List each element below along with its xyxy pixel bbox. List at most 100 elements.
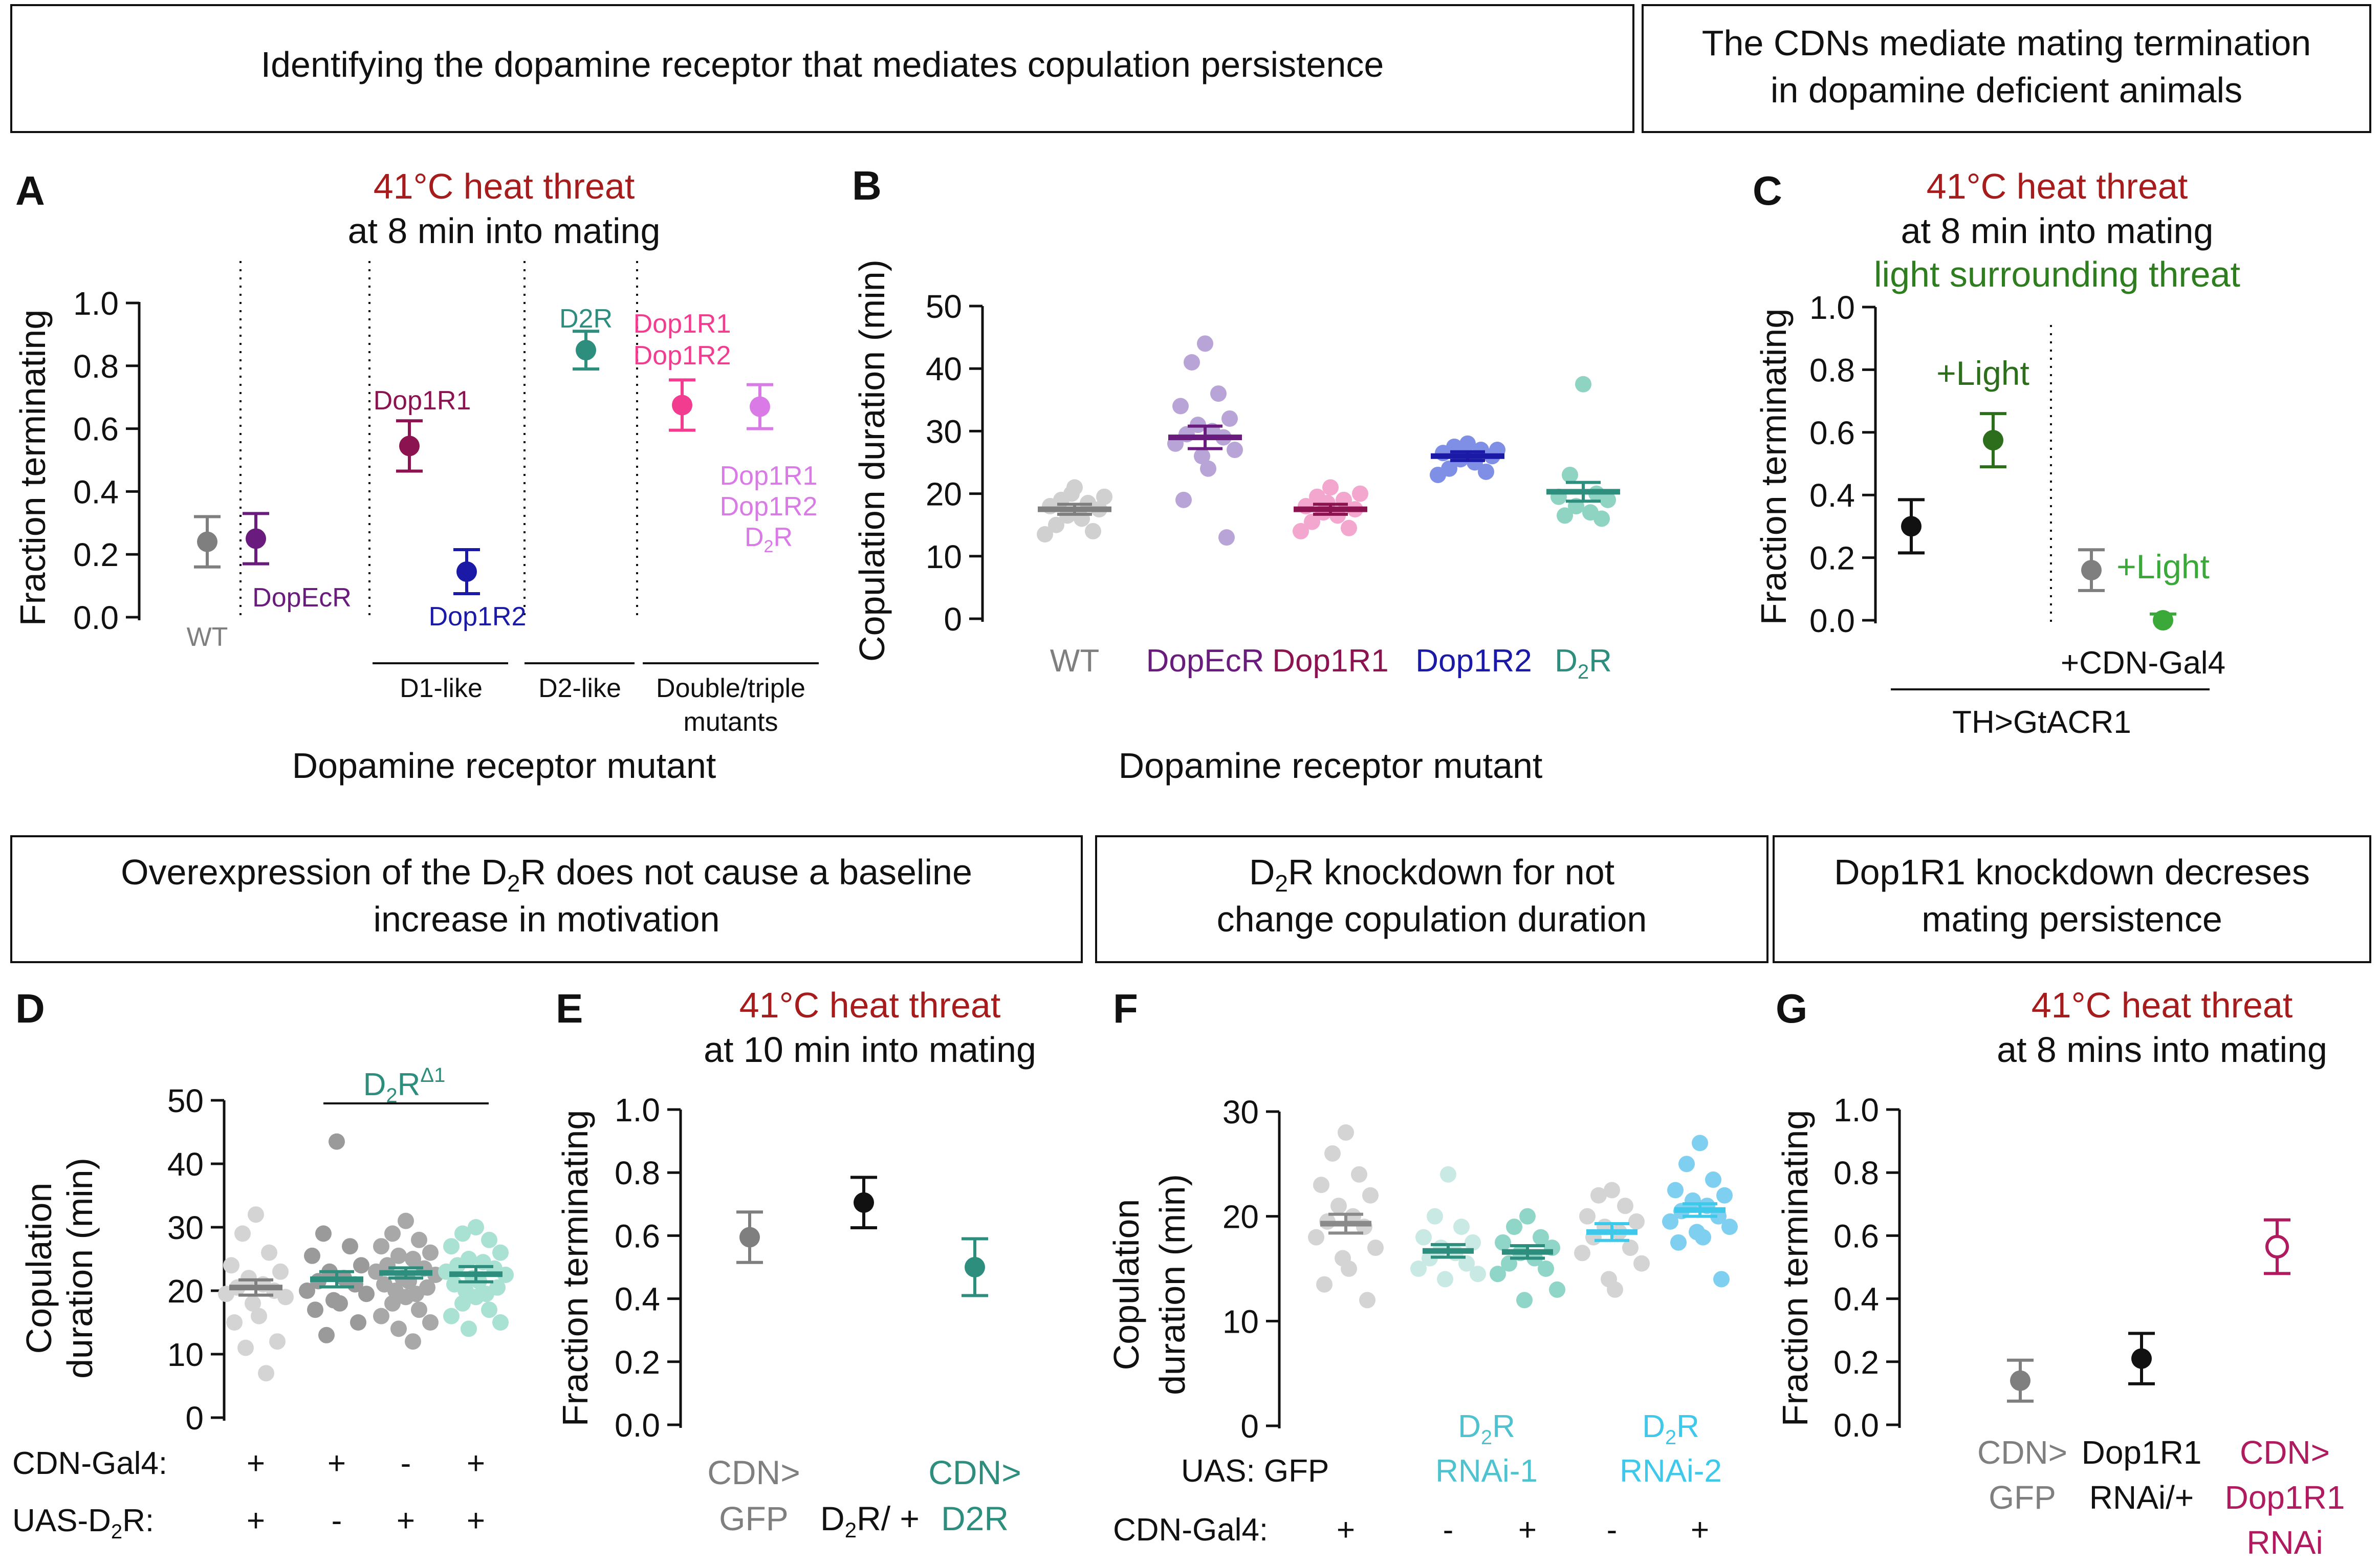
panel-f-col-2-dot-9 [1490, 1266, 1506, 1283]
panel-b-col-1-dot-1 [1184, 354, 1200, 371]
panel-d-col-0-dot-4 [272, 1263, 289, 1280]
panel-d-ylabel-line1: Copulation [19, 1183, 59, 1354]
panel-d-col-0-dot-11 [245, 1295, 261, 1312]
panel-d-ticks: 0 10 20 30 40 50 [167, 1082, 224, 1437]
panel-d-tick-label-5: 50 [167, 1082, 204, 1119]
panel-d-col-2-dot-4 [422, 1244, 439, 1261]
panel-d-row2-cell-3: + [467, 1503, 485, 1538]
panel-d-row2-label: UAS-D2R: [12, 1503, 154, 1543]
panel-f-col-0-dot-3 [1313, 1177, 1329, 1193]
panel-b-label-dop1r2: Dop1R2 [1415, 643, 1532, 679]
panel-g-tick-label-1: 0.2 [1833, 1344, 1879, 1381]
header-box-d2r-knockdown [1095, 835, 1768, 963]
panel-b-tick-label-3: 30 [926, 413, 962, 450]
panel-b-tick-label-2: 20 [926, 476, 962, 513]
panel-letter-e: E [556, 986, 583, 1031]
panel-d-col-0-dot-1 [234, 1225, 251, 1242]
panel-b-col-2-dot-7 [1304, 513, 1320, 530]
panel-g-ticks: 0.0 0.2 0.4 0.6 0.8 1.0 [1833, 1092, 1899, 1444]
panel-f-row2-cell-3: - [1607, 1512, 1618, 1548]
panel-e-ticks: 0.0 0.2 0.4 0.6 0.8 1.0 [615, 1092, 681, 1444]
panel-c-tick-label-5: 1.0 [1809, 289, 1855, 326]
panel-e-label-cdn-d2r-2: D2R [941, 1500, 1009, 1537]
panel-b-tick-label-5: 50 [926, 288, 962, 325]
panel-g-label-rnai-1: Dop1R1 [2082, 1434, 2202, 1471]
panel-f-tick-label-0: 0 [1240, 1408, 1259, 1445]
panel-f-genotype-rows: + - + - + [1337, 1512, 1709, 1548]
panel-b-col-0-dot-9 [1037, 526, 1053, 543]
panel-d-col-2-dot-20 [373, 1308, 389, 1324]
panel-b-col-2-dot-8 [1341, 519, 1357, 536]
panel-a-label-triple-3: D2R [745, 523, 793, 556]
panel-f-col-2-dot-3 [1495, 1234, 1511, 1251]
panel-d-tick-label-2: 20 [167, 1273, 204, 1310]
panel-f-group1-line1: D2R [1458, 1409, 1515, 1449]
panel-d-col-1-dot-3 [304, 1247, 320, 1264]
panel-f-col-1-dot-8 [1458, 1255, 1475, 1272]
panel-f-col-1-dot-2 [1453, 1219, 1470, 1235]
panel-f-col-0-dot-14 [1359, 1292, 1375, 1309]
panel-d-genotype-rows: + + - + + - + + [247, 1446, 485, 1538]
panel-letter-a: A [15, 168, 45, 213]
panel-g-tick-label-2: 0.4 [1833, 1281, 1879, 1318]
panel-f-col-2-dot-1 [1506, 1219, 1522, 1235]
header-d2r-knockdown-line2: change copulation duration [1217, 899, 1647, 939]
panel-b-ticks: 0 10 20 30 40 50 [926, 288, 982, 638]
panel-f-col-4-dot-10 [1721, 1219, 1738, 1235]
panel-b-col-1-dot-14 [1218, 529, 1235, 546]
panel-g-series-0-point [2010, 1370, 2030, 1391]
panel-f-col-0-dot-10 [1367, 1240, 1384, 1256]
panel-f-col-2-dot-2 [1533, 1229, 1549, 1246]
panel-d-col-1-dot-13 [307, 1301, 323, 1318]
header-overexpression-line2: increase in motivation [374, 899, 720, 939]
panel-f-row1-label: UAS: GFP [1181, 1453, 1329, 1489]
panel-f-col-3-dot-4 [1628, 1213, 1645, 1230]
panel-b-col-4-dot-0 [1575, 376, 1591, 393]
panel-b-col-4-dot-4 [1600, 491, 1616, 508]
header-box-overexpression [10, 835, 1083, 963]
panel-e-label-cdn-gfp-1: CDN> [707, 1453, 800, 1491]
panel-c-series-1-point [1983, 430, 2003, 451]
panel-d-col-2-dot-2 [411, 1231, 427, 1248]
panel-d-ylabel-line2: duration (min) [60, 1158, 100, 1379]
panel-c-label-light-1: +Light [1936, 354, 2029, 392]
panel-a-series-0-point [197, 531, 217, 552]
panel-c-series-3-point [2153, 610, 2173, 631]
panel-d-col-1-dot-2 [342, 1238, 358, 1255]
panel-b: Copulation duration (min) 0 10 20 30 40 50 WT… [852, 259, 1620, 786]
panel-b-col-0-dot-7 [1048, 516, 1064, 533]
panel-e-tick-label-0: 0.0 [615, 1407, 660, 1444]
panel-f-col-4-dot-1 [1678, 1156, 1695, 1172]
panel-f-tick-label-2: 20 [1222, 1199, 1259, 1235]
panel-e-tick-label-4: 0.8 [615, 1155, 660, 1191]
panel-f-ylabel-line1: Copulation [1106, 1199, 1146, 1371]
panel-c-tick-label-0: 0.0 [1809, 602, 1855, 639]
panel-d-row2-cell-2: + [397, 1503, 415, 1538]
panel-d-row2-cell-1: - [332, 1503, 342, 1538]
header-dop1r1-knockdown-line2: mating persistence [1922, 899, 2222, 939]
panel-f-col-1-dot-1 [1427, 1208, 1443, 1225]
header-box-identifying [10, 4, 1634, 133]
panel-f-row2-cell-1: - [1443, 1512, 1454, 1548]
panel-b-col-1-dot-11 [1194, 448, 1210, 465]
panel-a-tick-label-3: 0.6 [73, 411, 119, 448]
panel-g-tick-label-0: 0.0 [1833, 1407, 1879, 1444]
panel-f-group2-line2: RNAi-2 [1620, 1453, 1722, 1489]
panel-d-col-1-dot-12 [332, 1295, 348, 1312]
panel-f-col-3-dot-2 [1617, 1198, 1633, 1214]
panel-b-ylabel: Copulation duration (min) [852, 259, 892, 662]
panel-d: Copulation duration (min) 0 10 20 30 40 50 D2… [12, 1064, 514, 1543]
panel-f-group1-line2: RNAi-1 [1435, 1453, 1538, 1489]
panel-d-tick-label-3: 30 [167, 1209, 204, 1246]
panel-g-label-cdn-rnai-1: CDN> [2240, 1434, 2330, 1471]
panel-f-col-2-dot-10 [1549, 1281, 1565, 1298]
panel-c-series-0-point [1901, 516, 1922, 537]
panel-c-series-2-point [2081, 560, 2102, 581]
panel-f-col-1-dot-0 [1440, 1166, 1456, 1183]
panel-f-col-1-dot-9 [1410, 1261, 1427, 1277]
panel-d-col-0-dot-12 [251, 1308, 267, 1324]
panel-d-col-3-dot-18 [454, 1295, 471, 1312]
panel-g-tick-label-5: 1.0 [1833, 1092, 1879, 1128]
panel-b-col-1-dot-10 [1227, 442, 1243, 459]
panel-f-col-1-dot-3 [1415, 1229, 1432, 1246]
